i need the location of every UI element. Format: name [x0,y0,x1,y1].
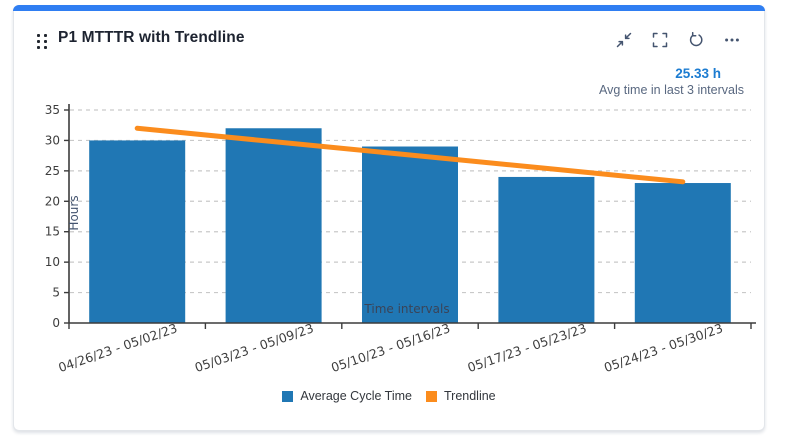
gadget-header: P1 MTTTR with Trendline [14,26,764,58]
bar-3[interactable] [498,176,595,323]
x-tick-label: 05/17/23 - 05/23/23 [466,320,589,375]
bar-1[interactable] [225,128,322,323]
y-tick-label: 25 [45,164,60,178]
legend-swatch-bar [282,390,294,402]
refresh-icon [689,32,703,47]
legend-label: Average Cycle Time [300,389,412,403]
dashboard-gadget-card: P1 MTTTR with Trendline [13,5,765,431]
card-accent-bar [13,5,765,11]
legend-label: Trendline [443,389,496,403]
bar-0[interactable] [89,140,186,323]
more-options-button[interactable] [720,28,744,52]
trendline-series[interactable] [134,125,686,185]
fullscreen-button[interactable] [648,28,672,52]
x-tick-label: 05/10/23 - 05/16/23 [329,320,452,375]
fullscreen-icon [652,32,668,48]
ellipsis-icon [725,38,739,42]
gadget-title: P1 MTTTR with Trendline [58,29,245,46]
y-axis-title: Hours [67,195,81,230]
legend-item-average-cycle-time[interactable]: Average Cycle Time [282,389,412,403]
x-tick-label: 05/03/23 - 05/09/23 [193,320,316,375]
y-tick-label: 10 [45,255,60,269]
legend-swatch-line [425,390,437,402]
y-tick-label: 30 [45,133,60,147]
chart-legend: Average Cycle Time Trendline [14,389,764,403]
drag-handle-icon[interactable] [35,33,49,50]
bar-4[interactable] [634,183,731,323]
y-tick-label: 35 [45,103,60,117]
collapse-button[interactable] [612,28,636,52]
x-tick-label: 04/26/23 - 05/02/23 [56,320,179,375]
y-tick-label: 20 [45,194,60,208]
y-tick-label: 15 [45,225,60,239]
kpi-value: 25.33 h [675,66,721,81]
collapse-icon [616,32,632,48]
y-tick-label: 0 [52,316,60,330]
kpi-summary: 25.33 h Avg time in last 3 intervals [599,66,764,97]
x-tick-label: 05/24/23 - 05/30/23 [602,320,725,375]
x-axis-title: Time intervals [363,302,449,316]
legend-item-trendline[interactable]: Trendline [425,389,496,403]
refresh-button[interactable] [684,28,708,52]
gadget-actions [612,28,744,52]
bar-2[interactable] [362,146,458,323]
y-tick-label: 5 [52,286,60,300]
chart-canvas: 0 5 10 15 20 25 30 35 04/26/23 - 05/02/23 05/03/2… [45,103,756,375]
kpi-caption: Avg time in last 3 intervals [599,83,744,97]
